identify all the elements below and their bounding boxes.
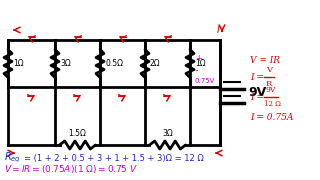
Text: I = 0.75A: I = 0.75A <box>250 112 293 122</box>
Text: V = IR: V = IR <box>250 55 280 64</box>
Text: 0.5Ω: 0.5Ω <box>105 59 123 68</box>
Text: 3Ω: 3Ω <box>162 129 173 138</box>
Text: 1.5Ω: 1.5Ω <box>68 129 86 138</box>
Text: +: + <box>195 54 202 63</box>
Text: 3Ω: 3Ω <box>60 59 71 68</box>
Text: I: I <box>217 25 220 35</box>
Text: 2Ω: 2Ω <box>150 59 161 68</box>
Text: I =: I = <box>250 73 264 82</box>
Text: 0.75V: 0.75V <box>195 78 215 84</box>
Text: V: V <box>266 66 272 74</box>
Text: = (1 + 2 + 0.5 + 3 + 1 + 1.5 + 3)Ω = 12 Ω: = (1 + 2 + 0.5 + 3 + 1 + 1.5 + 3)Ω = 12 … <box>24 154 204 163</box>
Text: R: R <box>266 80 272 88</box>
Text: 1Ω: 1Ω <box>195 59 206 68</box>
Text: I =: I = <box>250 93 264 102</box>
Text: $R_{eq}$: $R_{eq}$ <box>4 151 21 165</box>
Text: 12 Ω: 12 Ω <box>264 100 281 108</box>
Text: 1Ω: 1Ω <box>13 59 24 68</box>
Text: 9V: 9V <box>248 86 266 99</box>
Text: 9V: 9V <box>266 86 276 94</box>
Text: $V = IR = (0.75A)(1\ Ω) = 0.75\ V$: $V = IR = (0.75A)(1\ Ω) = 0.75\ V$ <box>4 163 138 175</box>
Text: -: - <box>195 66 198 75</box>
